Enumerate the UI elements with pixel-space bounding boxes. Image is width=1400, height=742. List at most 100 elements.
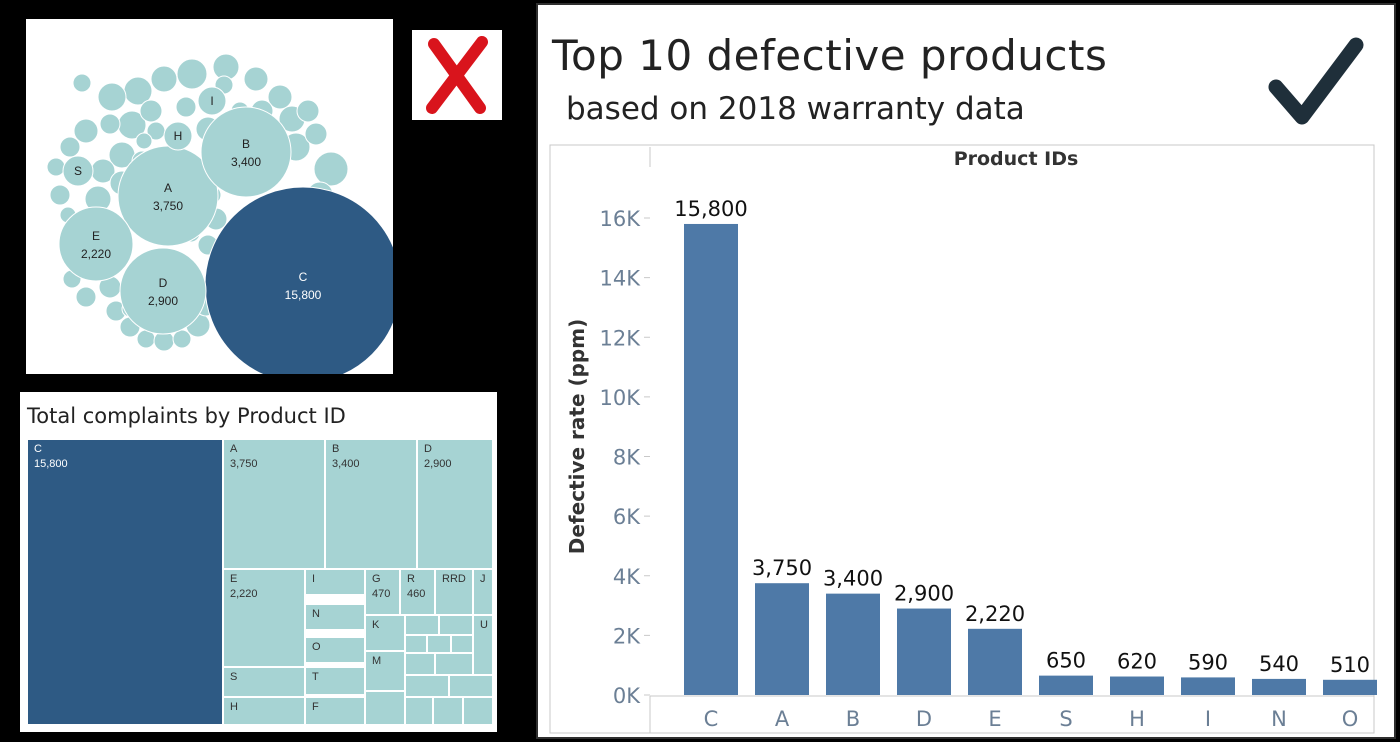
treemap-cell-t: T (305, 667, 365, 695)
header-label: Product IDs (954, 148, 1079, 170)
chart-subtitle: based on 2018 warranty data (566, 91, 1025, 127)
treemap-cell-small (405, 697, 433, 725)
treemap-cell-i: I (305, 569, 365, 595)
bubble-h (163, 121, 193, 151)
treemap-cell-d: D 2,900 (417, 439, 493, 569)
treemap-cell-small (439, 615, 473, 635)
data-label: 2,900 (894, 582, 954, 606)
bubble-value: 2,900 (148, 294, 178, 308)
data-label: 510 (1330, 653, 1370, 677)
bubble-small (150, 65, 178, 93)
bubble-label: I (210, 94, 213, 108)
bubble-e (58, 206, 134, 282)
bar-chart-panel: Top 10 defective products based on 2018 … (536, 3, 1396, 739)
data-label: 3,750 (752, 556, 812, 580)
bubble-small (59, 136, 81, 158)
data-label: 540 (1259, 652, 1299, 676)
y-tick-label: 0K (613, 684, 641, 708)
treemap-cell-j: J (473, 569, 493, 615)
x-tick-label: A (775, 707, 790, 731)
bubble-label: E (92, 229, 100, 243)
treemap-cell-small (433, 697, 463, 725)
bubble-label: A (164, 181, 172, 195)
bar-h (1110, 676, 1164, 695)
treemap-title: Total complaints by Product ID (27, 404, 346, 428)
treemap-cell-small (365, 691, 405, 725)
y-tick-label: 6K (613, 505, 641, 529)
x-mark-icon (426, 36, 488, 114)
x-tick-label: C (704, 707, 719, 731)
bar-b (826, 593, 880, 695)
chart-title: Top 10 defective products (552, 31, 1108, 80)
bubble-chart-panel: C 15,800 A 3,750 B 3,400 D 2,900 E 2,220 H I S (26, 19, 393, 374)
treemap-cell-f: F (305, 697, 365, 725)
treemap-cell-small (463, 697, 493, 725)
treemap-cell-small (405, 653, 435, 675)
data-label: 650 (1046, 649, 1086, 673)
treemap-cell-m: M (365, 651, 405, 691)
treemap-cell-k: K (365, 615, 405, 651)
treemap-cell-r: R 460 (400, 569, 435, 615)
data-label: 15,800 (674, 197, 747, 221)
bar-e (968, 628, 1022, 695)
bubble-label: H (174, 129, 183, 143)
bubble-label: D (159, 276, 168, 290)
x-tick-label: H (1129, 707, 1145, 731)
treemap-cell-s: S (223, 667, 305, 697)
y-tick-label: 2K (613, 624, 641, 648)
bubble-b (200, 106, 292, 198)
bubble-small (313, 151, 349, 187)
bar-i (1181, 677, 1235, 695)
x-tick-label: E (988, 707, 1001, 731)
y-tick-label: 14K (600, 267, 642, 291)
bubble-value: 15,800 (285, 288, 322, 302)
treemap-cell-h: H (223, 697, 305, 725)
treemap-cell-b: B 3,400 (325, 439, 417, 569)
bar-n (1252, 678, 1306, 695)
bubble-small (243, 66, 269, 92)
bubble-small (175, 96, 197, 118)
y-tick-label: 8K (613, 446, 641, 470)
x-tick-label: D (916, 707, 932, 731)
data-label: 3,400 (823, 567, 883, 591)
bar-a (755, 583, 809, 695)
x-tick-label: O (1342, 707, 1359, 731)
data-label: 2,220 (965, 602, 1025, 626)
bubble-small (304, 122, 328, 146)
bubble-small (135, 132, 153, 150)
treemap-cell-small (405, 615, 439, 635)
treemap-cell-small (449, 675, 493, 697)
bar-o (1323, 679, 1377, 695)
y-tick-label: 10K (600, 386, 642, 410)
bubble-value: 2,220 (81, 247, 111, 261)
treemap-cell-small (405, 675, 449, 697)
bubble-small (99, 113, 121, 135)
treemap-cell-small (435, 653, 473, 675)
bubble-label: B (242, 137, 250, 151)
y-tick-label: 16K (600, 207, 642, 231)
treemap-cell-small (405, 635, 427, 653)
wrong-indicator (412, 30, 502, 120)
bar-c (684, 223, 738, 695)
bubble-value: 3,400 (231, 155, 261, 169)
x-tick-label: I (1205, 707, 1211, 731)
bubble-d (119, 247, 207, 335)
treemap-panel: Total complaints by Product ID C 15,800 A… (20, 392, 497, 732)
treemap: C 15,800 A 3,750 B 3,400 D 2,900 E 2,220 I N O T… (27, 439, 493, 725)
bubble-small (49, 184, 71, 206)
x-tick-label: S (1059, 707, 1072, 731)
check-mark-icon (1268, 37, 1364, 125)
y-tick-label: 12K (600, 326, 642, 350)
treemap-cell-rrd: RRD (435, 569, 473, 615)
y-axis-label: Defective rate (ppm) (565, 319, 589, 554)
bubble-small (176, 58, 208, 90)
data-label: 620 (1117, 650, 1157, 674)
treemap-cell-small (427, 635, 451, 653)
bubble-small (97, 82, 127, 112)
bubble-small (73, 118, 99, 144)
bubble-s (62, 155, 94, 187)
treemap-cell-g: G 470 (365, 569, 400, 615)
treemap-cell-u: U (473, 615, 493, 675)
treemap-cell-o: O (305, 637, 365, 663)
chart-frame (549, 144, 1375, 734)
